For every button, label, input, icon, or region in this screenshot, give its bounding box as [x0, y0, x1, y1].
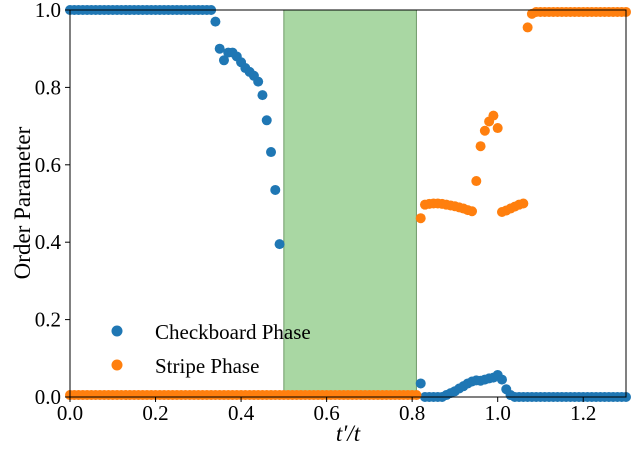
legend-marker-stripe — [111, 359, 123, 371]
data-point — [274, 239, 285, 250]
data-point — [492, 123, 503, 134]
axis-ticks-layer: 0.0 0.2 0.4 0.6 0.8 1.0 1.2 0.0 0.2 0.4 0.6 0.8 1.0 — [35, 0, 597, 425]
legend-label-stripe: Stripe Phase — [155, 354, 259, 378]
data-point — [415, 213, 426, 224]
data-point — [253, 76, 264, 87]
shaded-region — [283, 9, 417, 398]
legend-label-checkboard: Checkboard Phase — [155, 320, 311, 344]
data-point — [467, 206, 478, 217]
data-point — [261, 115, 272, 126]
data-point — [488, 110, 499, 121]
data-point — [479, 125, 490, 136]
x-axis-label: t′/t — [336, 421, 361, 446]
data-point — [266, 147, 277, 158]
data-point — [471, 176, 482, 187]
data-point — [210, 16, 221, 27]
x-tick-label: 0.6 — [313, 401, 339, 425]
x-tick-label: 0.4 — [228, 401, 255, 425]
x-tick-label: 1.2 — [570, 401, 596, 425]
y-axis-label: Order Parameter — [10, 126, 35, 279]
data-point — [214, 43, 225, 54]
data-point — [415, 378, 426, 389]
y-tick-label: 0.0 — [35, 385, 61, 409]
series-stripe — [65, 6, 631, 401]
x-tick-label: 0.2 — [142, 401, 168, 425]
y-tick-label: 0.6 — [35, 153, 61, 177]
x-tick-label: 0.8 — [399, 401, 425, 425]
data-point — [218, 55, 229, 66]
shaded-region-layer — [283, 9, 417, 398]
legend: Checkboard Phase Stripe Phase — [111, 320, 311, 378]
data-point — [475, 141, 486, 152]
y-tick-label: 0.4 — [35, 230, 62, 254]
data-point — [257, 90, 268, 101]
data-point — [518, 198, 529, 209]
y-tick-label: 0.8 — [35, 75, 61, 99]
x-tick-label: 1.0 — [485, 401, 511, 425]
y-tick-label: 0.2 — [35, 308, 61, 332]
data-point — [522, 22, 533, 33]
x-tick-label: 0.0 — [57, 401, 83, 425]
data-point — [411, 390, 422, 401]
legend-marker-checkboard — [111, 325, 123, 337]
plot-frame — [69, 9, 627, 398]
data-point — [270, 184, 281, 195]
y-tick-label: 1.0 — [35, 0, 61, 22]
data-point — [496, 374, 507, 385]
